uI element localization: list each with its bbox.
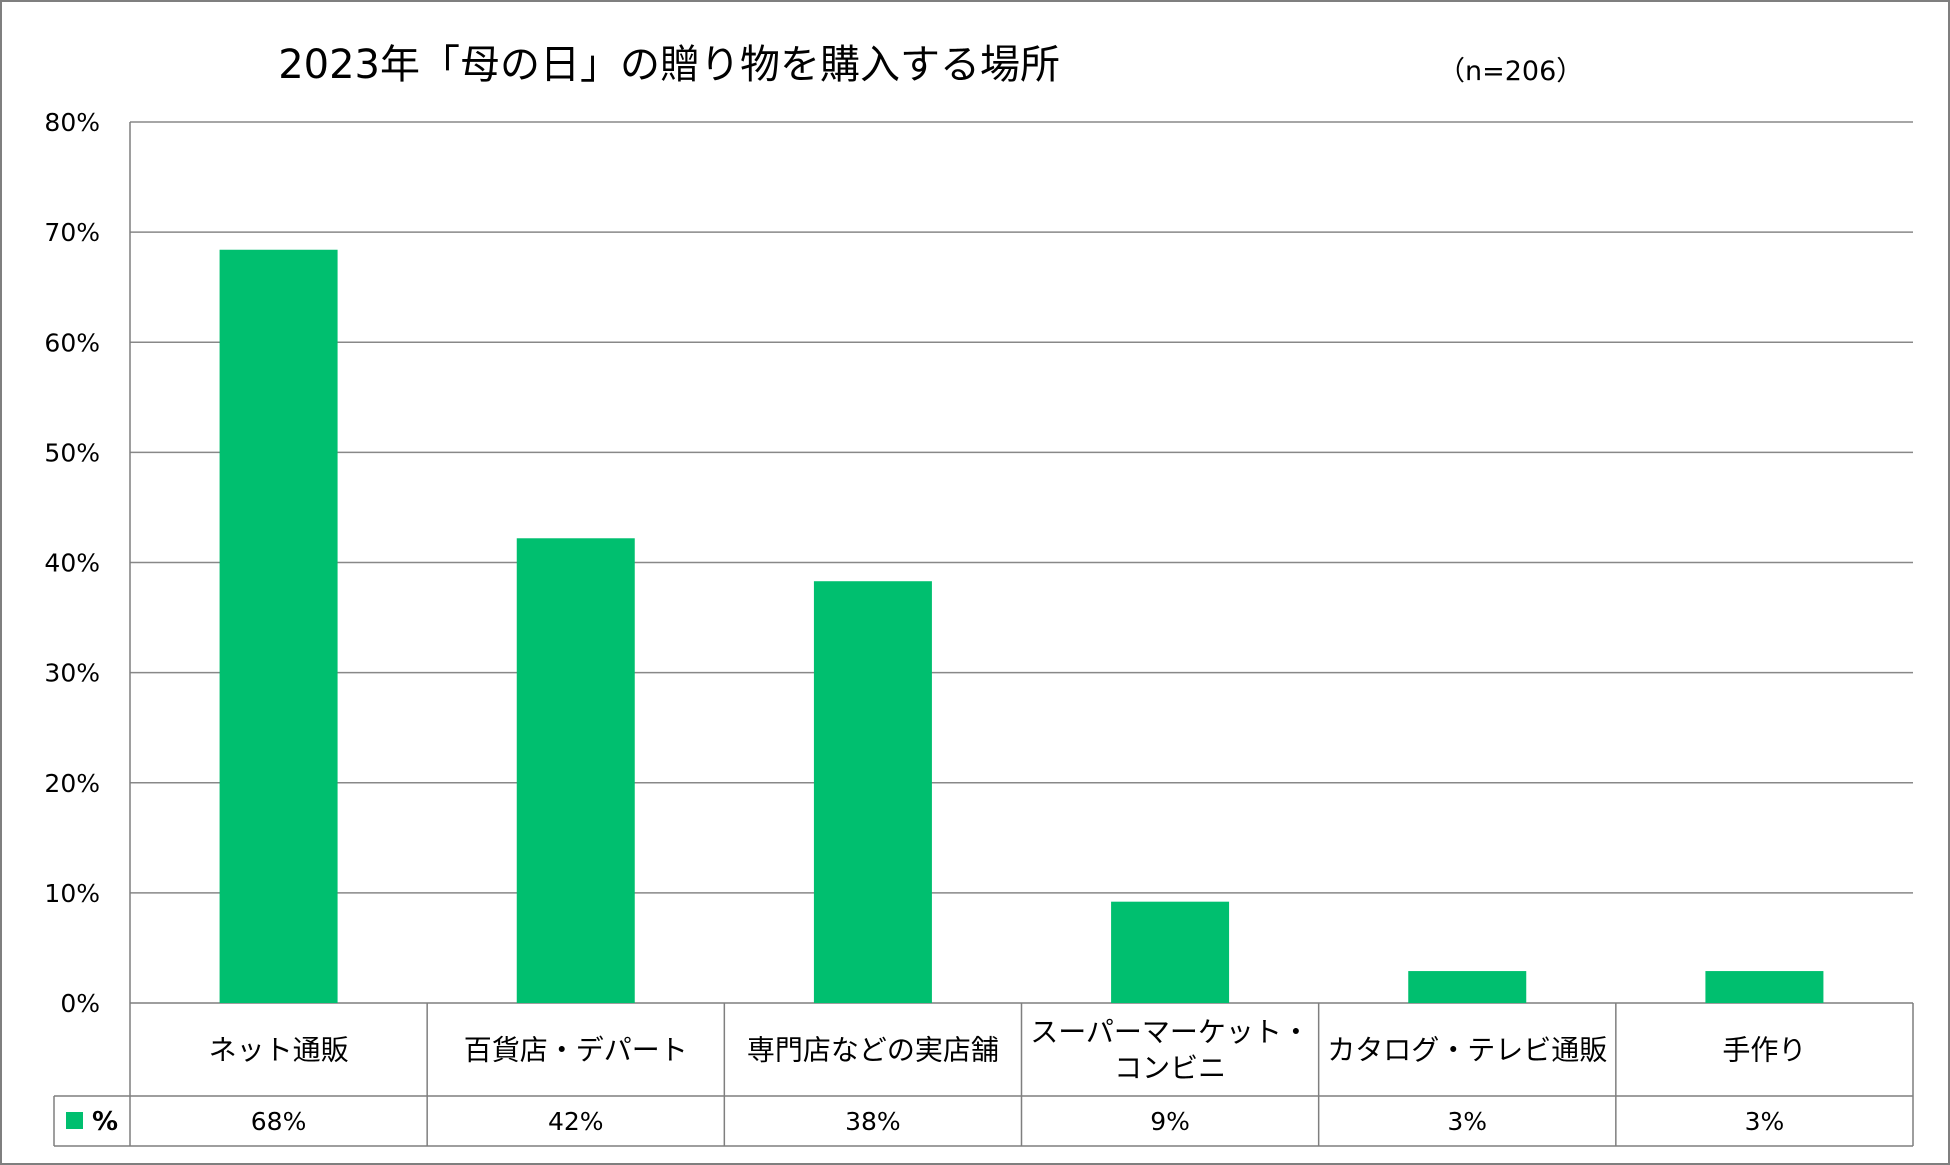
bar bbox=[1408, 971, 1527, 1003]
y-tick-label: 60% bbox=[44, 328, 100, 357]
y-tick-label: 50% bbox=[44, 438, 100, 467]
bars bbox=[219, 249, 1824, 1003]
category-label: 百貨店・デパート bbox=[464, 1034, 688, 1067]
data-value-label: 3% bbox=[1745, 1107, 1785, 1136]
category-label: カタログ・テレビ通販 bbox=[1327, 1034, 1607, 1067]
category-label: 専門店などの実店舗 bbox=[747, 1034, 999, 1067]
bar bbox=[219, 249, 338, 1003]
chart-subtitle: （n=206） bbox=[1438, 56, 1583, 87]
data-value-label: 9% bbox=[1150, 1107, 1190, 1136]
bar bbox=[516, 538, 635, 1003]
bar bbox=[1111, 901, 1230, 1003]
data-value-label: 3% bbox=[1447, 1107, 1487, 1136]
y-tick-label: 20% bbox=[44, 769, 100, 798]
data-value-label: 38% bbox=[845, 1107, 901, 1136]
y-tick-label: 80% bbox=[44, 108, 100, 137]
y-tick-label: 10% bbox=[44, 879, 100, 908]
data-value-label: 68% bbox=[251, 1107, 307, 1136]
category-label: コンビニ bbox=[1114, 1052, 1226, 1085]
chart-title: 2023年「母の日」の贈り物を購入する場所 bbox=[278, 42, 1060, 88]
category-label: 手作り bbox=[1722, 1034, 1806, 1067]
legend-swatch bbox=[66, 1112, 83, 1129]
category-label: ネット通販 bbox=[209, 1034, 349, 1067]
y-tick-label: 0% bbox=[60, 989, 100, 1018]
legend-label: % bbox=[92, 1107, 118, 1137]
category-label: スーパーマーケット・ bbox=[1030, 1016, 1310, 1049]
bar bbox=[1705, 971, 1824, 1003]
data-value-label: 42% bbox=[548, 1107, 604, 1136]
y-tick-label: 70% bbox=[44, 218, 100, 247]
y-tick-label: 30% bbox=[44, 659, 100, 688]
y-tick-label: 40% bbox=[44, 549, 100, 578]
y-axis-ticks: 0% 10% 20% 30% 40% 50% 60% 70% 80% bbox=[44, 108, 100, 1018]
bar bbox=[813, 581, 932, 1003]
